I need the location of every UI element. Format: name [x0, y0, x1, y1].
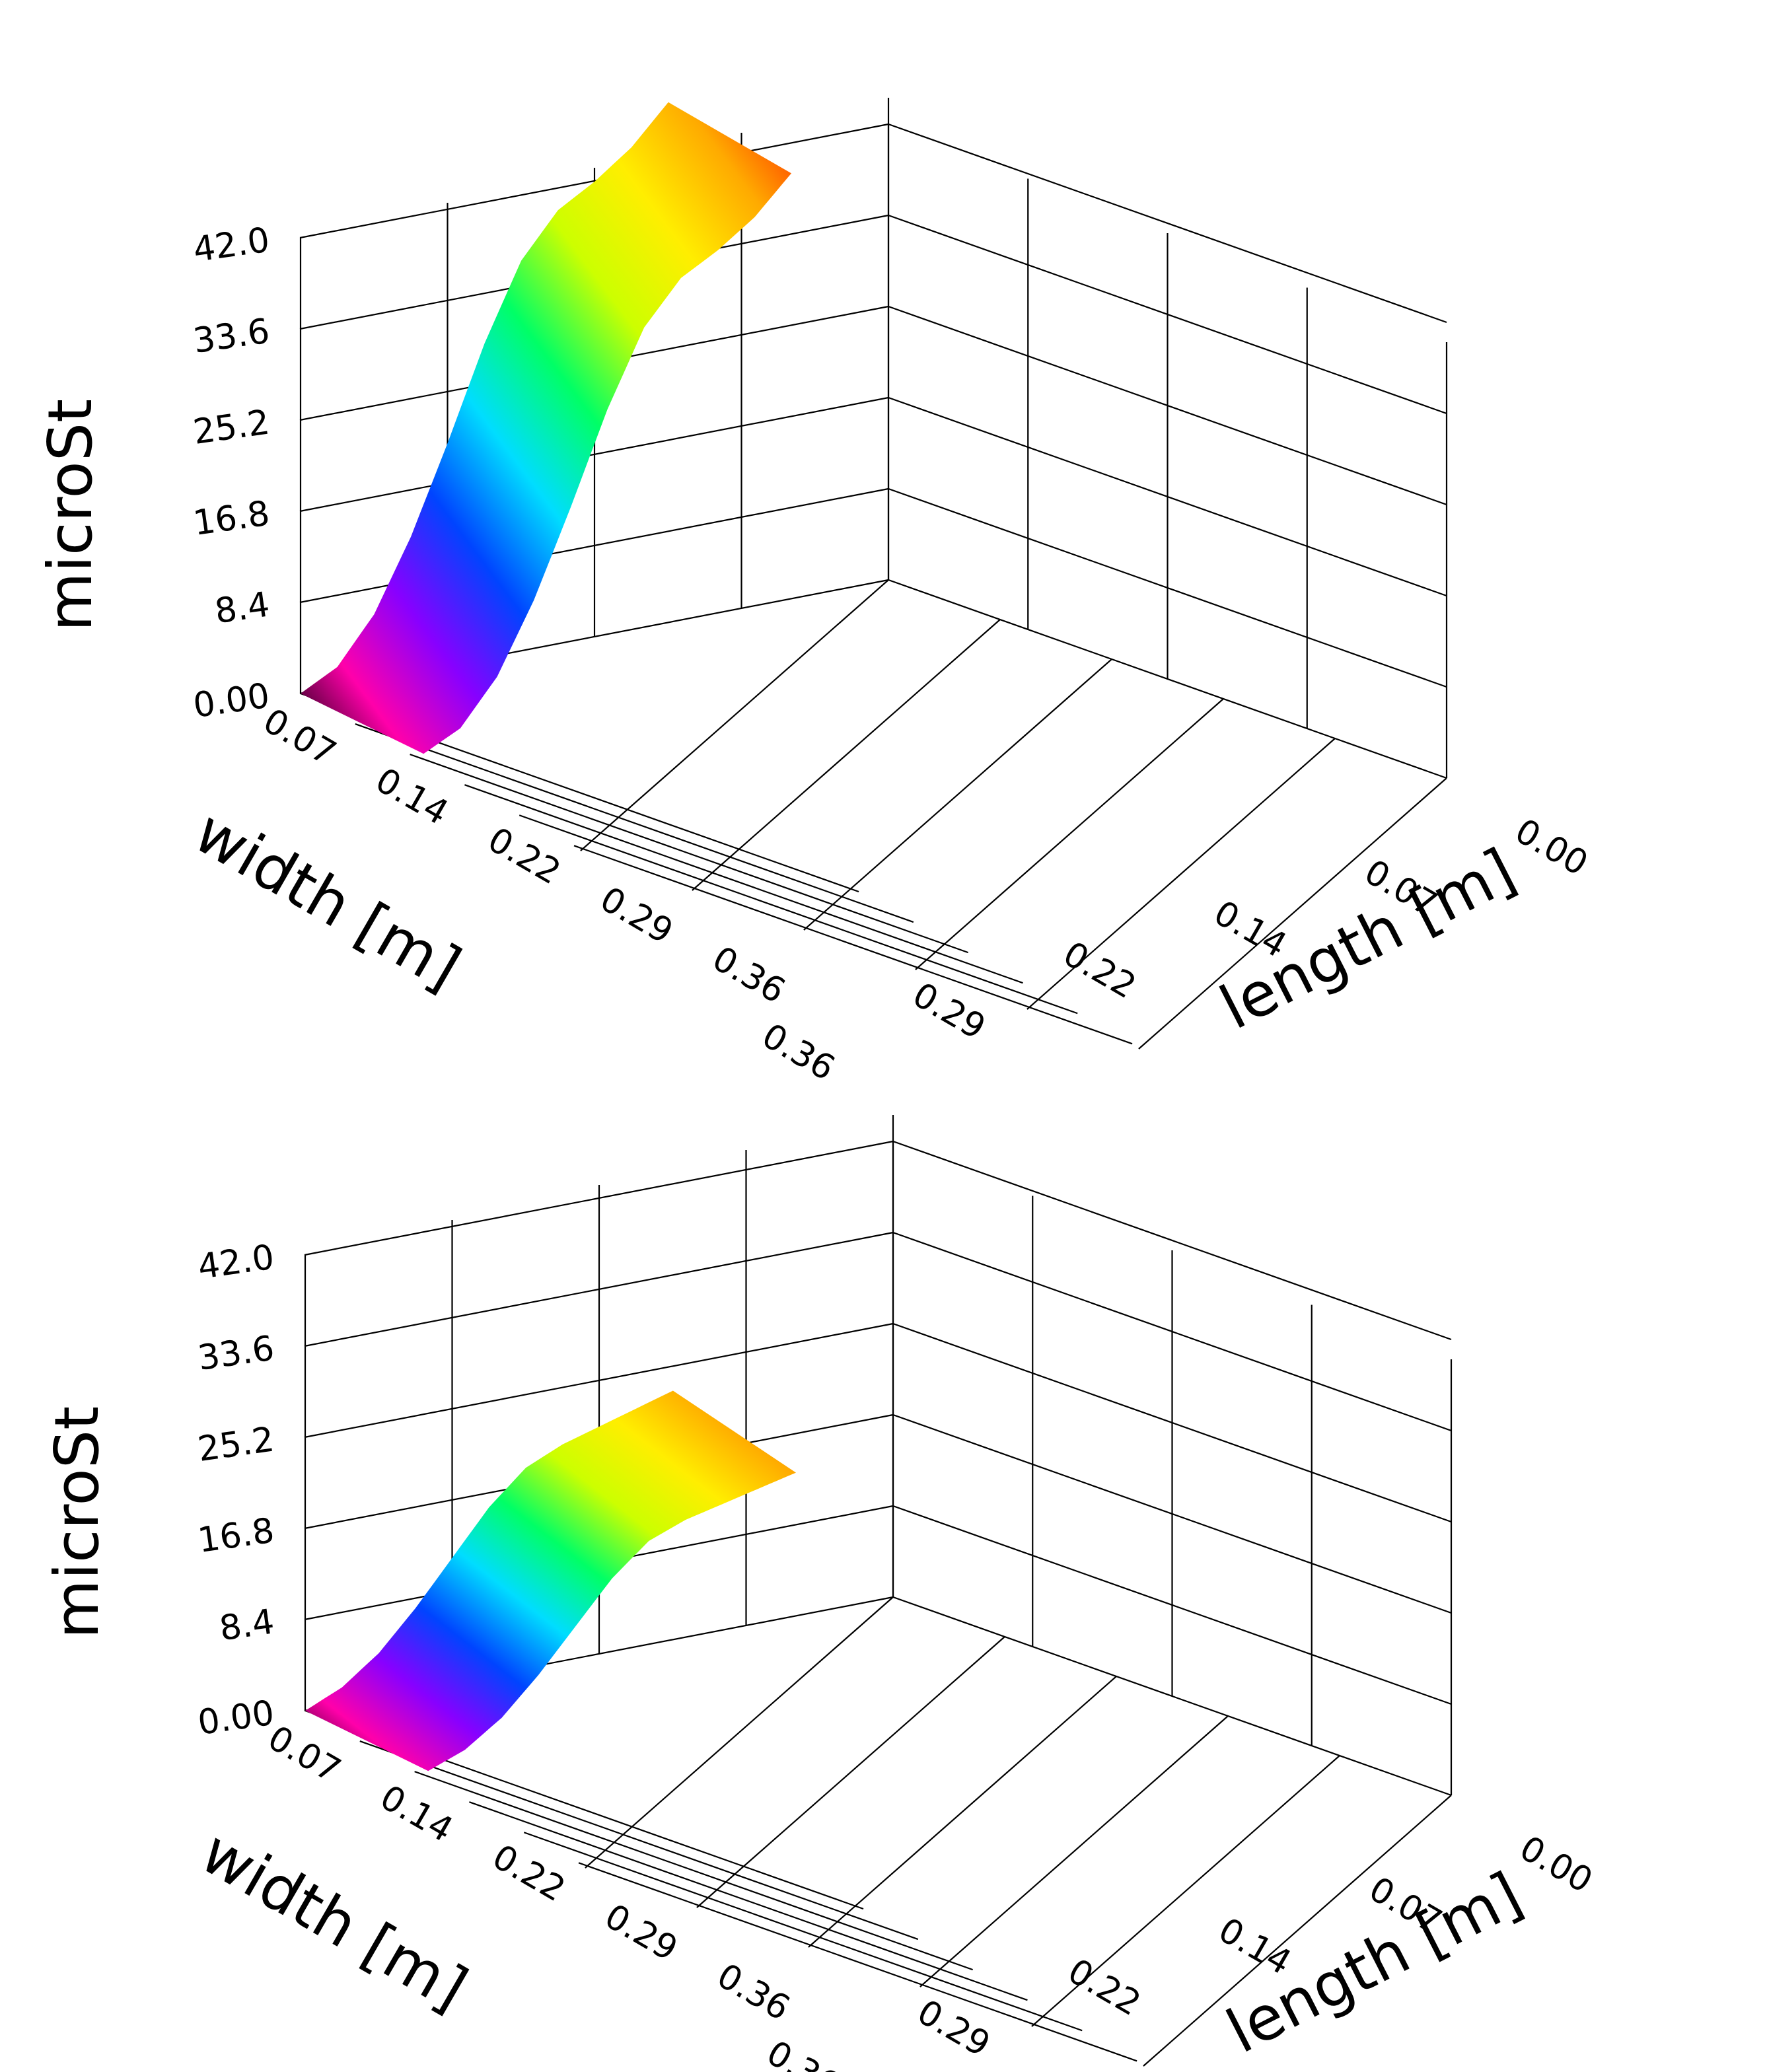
z-tick-label: 8.4	[217, 1602, 277, 1649]
gridline	[692, 619, 1001, 891]
width-tick-label: 0.29	[598, 1896, 684, 1969]
surface-strip	[301, 102, 791, 754]
gridline	[1138, 777, 1447, 1050]
z-tick-label: 8.4	[213, 585, 272, 631]
gridline	[892, 1140, 1452, 1341]
width-tick-label: 0.22	[481, 820, 567, 892]
width-tick-label: 0.29	[593, 879, 679, 952]
gridline	[888, 123, 1447, 324]
width-tick-labels-2: 0.07 0.14 0.22 0.29 0.36	[261, 1718, 796, 2028]
z-tick-label: 33.6	[191, 311, 272, 361]
length-tick-label: 0.00	[1508, 811, 1594, 884]
surface-2	[305, 1390, 796, 1771]
gridline	[414, 1771, 973, 1971]
gridline	[573, 845, 1133, 1045]
back-grid-2	[304, 1115, 1453, 2067]
z-tick-label: 33.6	[196, 1328, 277, 1378]
z-tick-labels-1: 0.00 8.4 16.8 25.2 33.6 42.0	[191, 220, 272, 726]
z-tick-label: 25.2	[191, 402, 272, 452]
gridline	[585, 1596, 894, 1869]
z-tick-label: 0.00	[191, 676, 272, 726]
gridline	[803, 659, 1112, 931]
gridline	[578, 1862, 1137, 2062]
gridline	[1143, 1795, 1452, 2067]
gridline	[523, 1832, 1083, 2032]
gridline	[469, 1801, 1028, 2001]
gridline	[519, 814, 1078, 1015]
width-tick-labels-1: 0.07 0.14 0.22 0.29 0.36	[256, 701, 791, 1011]
width-tick-label: 0.14	[373, 1777, 459, 1850]
gridline	[1027, 738, 1336, 1010]
z-tick-label: 16.8	[191, 493, 272, 544]
width-tick-label: 0.22	[486, 1837, 571, 1910]
z-tick-labels-2: 0.00 8.4 16.8 25.2 33.6 42.0	[196, 1237, 277, 1743]
gridline	[808, 1676, 1117, 1948]
surface-plot-1: 0.00 8.4 16.8 25.2 33.6 42.0 0.07 0.14 0.22 0.29…	[35, 98, 1595, 1089]
length-tick-label: 0.00	[1513, 1828, 1599, 1901]
gridline	[696, 1636, 1005, 1908]
z-axis-title-1: microSt	[35, 399, 106, 631]
z-tick-label: 16.8	[196, 1511, 277, 1561]
length-tick-label: 0.36	[760, 2033, 846, 2072]
gridline	[410, 754, 968, 954]
length-tick-label: 0.29	[910, 1992, 996, 2065]
length-tick-label: 0.36	[755, 1016, 841, 1089]
width-tick-label: 0.36	[705, 939, 791, 1011]
z-tick-label: 25.2	[196, 1419, 277, 1470]
gridline	[580, 579, 889, 851]
surface-1	[301, 102, 791, 754]
z-axis-title-2: microSt	[42, 1406, 112, 1639]
z-tick-label: 42.0	[191, 220, 272, 270]
gridline	[919, 1715, 1229, 1987]
gridline	[355, 723, 914, 923]
z-tick-label: 0.00	[196, 1693, 277, 1743]
gridline	[915, 698, 1224, 970]
back-grid-1	[299, 98, 1448, 1050]
gridline	[464, 784, 1023, 984]
z-tick-label: 42.0	[196, 1237, 277, 1287]
length-tick-label: 0.29	[906, 975, 991, 1048]
width-tick-label: 0.07	[261, 1718, 347, 1791]
surface-plot-2: 0.00 8.4 16.8 25.2 33.6 42.0 0.07 0.14 0.22 0.29…	[42, 1115, 1599, 2072]
width-tick-label: 0.07	[256, 701, 342, 773]
width-tick-label: 0.14	[369, 760, 454, 833]
width-tick-label: 0.36	[710, 1956, 796, 2028]
surface-strip	[305, 1390, 796, 1771]
gridline	[1031, 1755, 1340, 2027]
gridline	[359, 1740, 919, 1941]
